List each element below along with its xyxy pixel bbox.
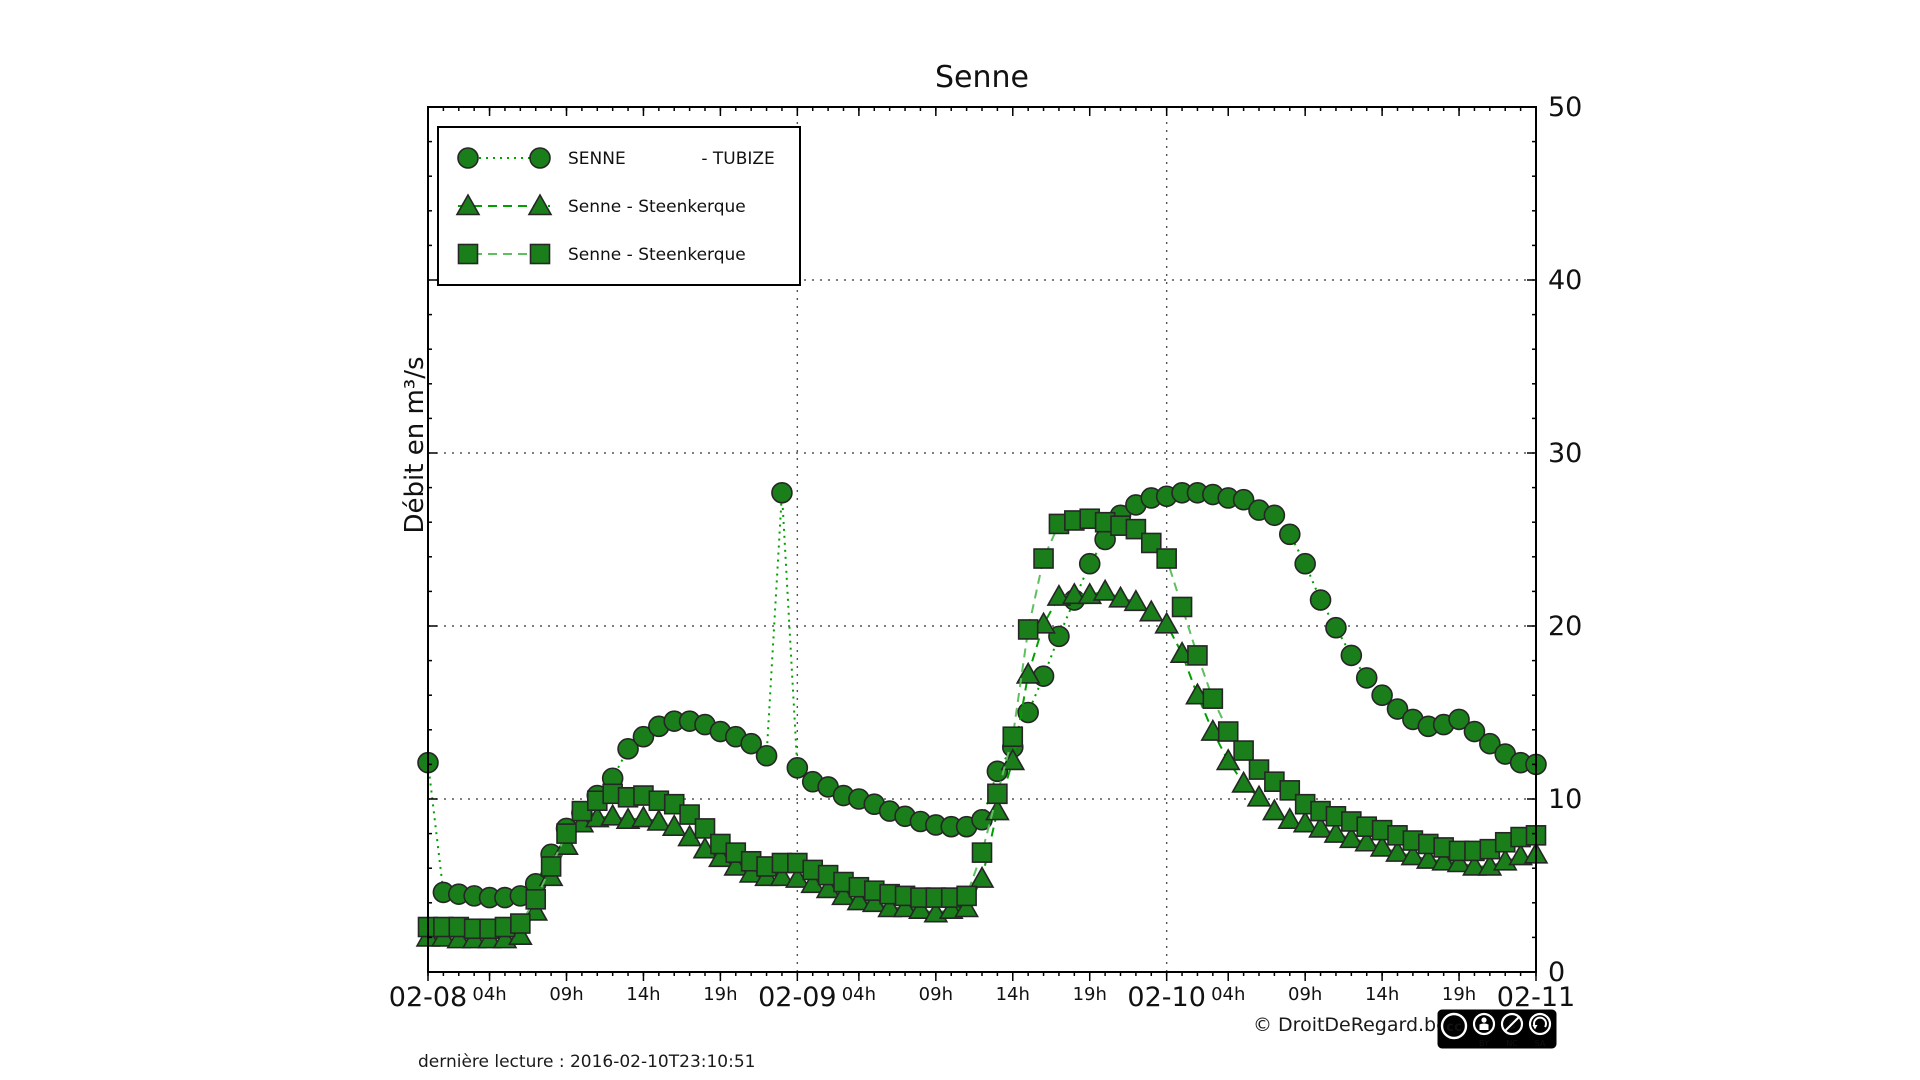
cc-icon-label: cc [1446,1020,1461,1035]
x-hour-label: 19h [703,984,737,1005]
copyright-text: © DroitDeRegard.be [1253,1014,1448,1036]
y-tick-label: 40 [1548,265,1582,296]
legend-item-triangle: Senne - Steenkerque [455,193,746,217]
x-hour-label: 04h [472,984,506,1005]
x-hour-label: 09h [549,984,583,1005]
cc-badge-background [1437,1009,1557,1049]
y-tick-labels: 0 10 20 30 40 50 [1548,92,1582,988]
x-hour-label: 04h [842,984,876,1005]
legend-item-circle: SENNE - TUBIZE [457,147,775,169]
x-hour-label: 09h [919,984,953,1005]
legend: SENNE - TUBIZE Senne - Steenkerque Senne -… [437,126,801,286]
y-tick-label: 10 [1548,784,1582,815]
x-day-label: 02-10 [1127,982,1205,1013]
x-hour-label: 19h [1442,984,1476,1005]
x-day-label: 02-11 [1497,982,1575,1013]
footer: dernière lecture : 2016-02-10T23:10:51 d… [418,1012,756,1080]
x-hour-label: 14h [626,984,660,1005]
y-tick-label: 30 [1548,438,1582,469]
x-hour-label: 14h [1365,984,1399,1005]
cc-by-icon: BY [1472,1012,1496,1048]
cc-nc-icon: $ NC [1500,1012,1524,1048]
x-hour-label: 19h [1073,984,1107,1005]
x-day-label: 02-09 [758,982,836,1013]
legend-label: Senne - Steenkerque [568,197,746,217]
series-triangle [415,578,1549,949]
axis-ticks [427,106,1537,981]
y-tick-label: 50 [1548,92,1582,123]
y-axis-label: Débit en m³/s [400,356,430,534]
series-square [417,508,1547,940]
cc-by-label: BY [1479,1039,1489,1048]
footer-last-reading: dernière lecture : 2016-02-10T23:10:51 [418,1052,756,1072]
x-tick-labels: 02-08 02-09 02-10 02-11 04h 09h 14h 19h 04h 09h 14… [389,982,1575,1013]
x-day-label: 02-08 [389,982,467,1013]
x-hour-label: 04h [1211,984,1245,1005]
legend-item-square: Senne - Steenkerque [457,243,746,265]
legend-label: Senne - Steenkerque [568,245,746,265]
y-tick-label: 20 [1548,611,1582,642]
x-hour-label: 09h [1288,984,1322,1005]
cc-license-badge: cc BY $ NC SA [1437,1009,1557,1049]
cc-sa-icon: SA [1528,1012,1552,1048]
x-hour-label: 14h [996,984,1030,1005]
y-tick-label: 0 [1548,957,1565,988]
legend-label: SENNE - TUBIZE [568,149,775,169]
cc-sa-label: SA [1535,1039,1546,1048]
cc-icon [1440,1012,1468,1040]
cc-nc-label: NC [1506,1039,1518,1048]
chart-title: Senne [935,60,1029,95]
